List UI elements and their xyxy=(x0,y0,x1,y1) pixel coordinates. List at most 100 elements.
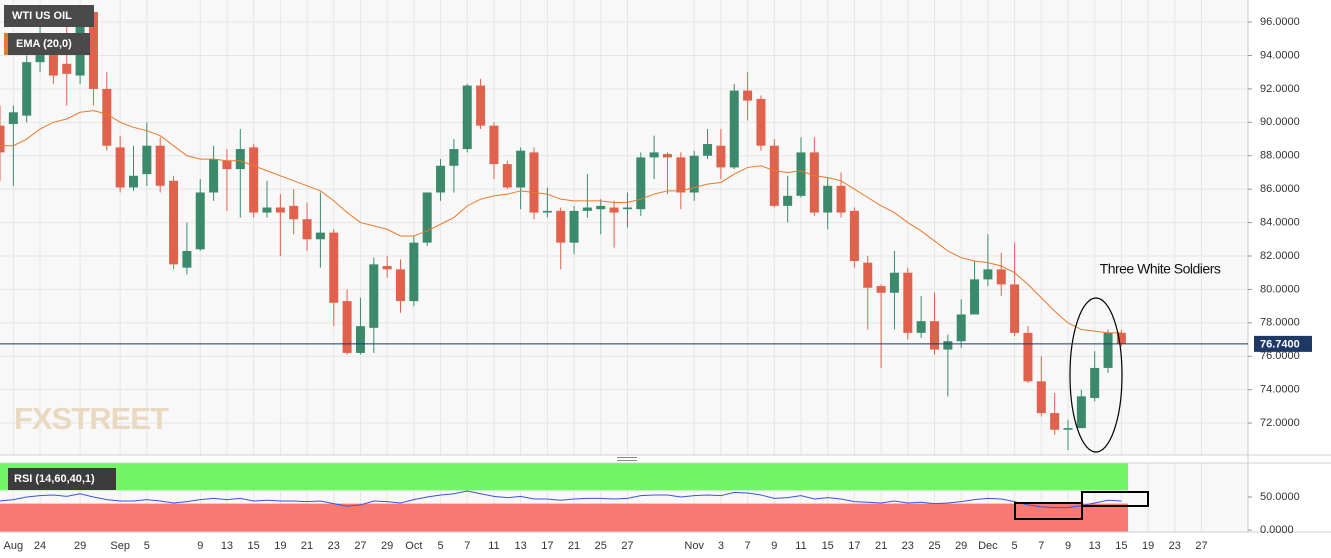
candle-body xyxy=(489,125,499,165)
candle-body xyxy=(1036,381,1046,414)
candle-body xyxy=(622,207,632,210)
x-tick-label: 25 xyxy=(928,540,940,552)
x-tick-label: 29 xyxy=(955,540,967,552)
candle-body xyxy=(1116,332,1126,344)
candle-body xyxy=(596,205,606,210)
x-tick-label: Sep xyxy=(110,540,130,552)
x-tick-label: 19 xyxy=(274,540,286,552)
rsi-upper-band xyxy=(0,463,1129,491)
candle-body xyxy=(142,145,152,175)
candle-body xyxy=(903,272,913,333)
candle-body xyxy=(983,269,993,280)
y-tick-label: 72.0000 xyxy=(1260,417,1300,429)
x-tick-label: 5 xyxy=(437,540,443,552)
last-price-label: 76.7400 xyxy=(1260,338,1300,350)
candle-body xyxy=(1063,428,1073,430)
y-tick-label: 80.0000 xyxy=(1260,283,1300,295)
candle-body xyxy=(716,145,726,168)
x-tick-label: Aug xyxy=(4,540,24,552)
candle-body xyxy=(636,157,646,210)
legend-label: RSI (14,60,40,1) xyxy=(14,473,95,485)
candle-body xyxy=(115,147,125,188)
candle-body xyxy=(729,90,739,168)
candle-body xyxy=(1076,396,1086,429)
candle-body xyxy=(48,40,58,76)
candle-body xyxy=(129,175,138,188)
x-tick-label: 17 xyxy=(541,540,553,552)
candle-body xyxy=(609,207,619,213)
candle-body xyxy=(422,192,432,243)
y-tick-label: 96.0000 xyxy=(1260,16,1300,28)
rsi-lower-band xyxy=(0,503,1129,532)
candle-body xyxy=(1103,332,1113,368)
candle-body xyxy=(649,152,659,158)
candle-body xyxy=(409,242,419,302)
candle-body xyxy=(783,195,793,206)
candle-body xyxy=(943,341,953,350)
x-tick-label: 11 xyxy=(488,540,499,552)
candle-body xyxy=(689,155,699,193)
legend-box[interactable] xyxy=(4,468,116,490)
candle-body xyxy=(849,210,859,262)
x-tick-label: 15 xyxy=(248,540,260,552)
candle-body xyxy=(569,210,579,243)
candle-body xyxy=(676,157,686,193)
candle-body xyxy=(302,219,312,240)
y-tick-label: 74.0000 xyxy=(1260,384,1300,396)
x-tick-label: 9 xyxy=(771,540,777,552)
candle-body xyxy=(182,250,192,268)
x-tick-label: 5 xyxy=(1012,540,1018,552)
candle-body xyxy=(876,286,886,293)
x-tick-label: 9 xyxy=(1065,540,1071,552)
candle-body xyxy=(703,144,713,156)
candle-body xyxy=(889,272,899,293)
x-tick-label: 15 xyxy=(822,540,834,552)
x-tick-label: 13 xyxy=(221,540,233,552)
candle-body xyxy=(582,207,592,211)
candle-body xyxy=(22,62,32,116)
annotation-text: Three White Soldiers xyxy=(1100,261,1221,277)
x-tick-label: 7 xyxy=(1038,540,1044,552)
candle-body xyxy=(315,232,325,240)
rsi-line xyxy=(0,490,1122,509)
x-tick-label: 23 xyxy=(902,540,914,552)
candle-body xyxy=(743,90,753,101)
candle-body xyxy=(249,147,259,213)
candle-body xyxy=(556,210,566,243)
x-tick-label: 23 xyxy=(1169,540,1181,552)
candle-body xyxy=(262,207,272,213)
x-tick-label: Nov xyxy=(684,540,704,552)
legend-box[interactable] xyxy=(4,33,90,55)
candle-body xyxy=(809,152,819,213)
legend-box[interactable] xyxy=(4,5,94,27)
x-tick-label: 13 xyxy=(515,540,527,552)
candle-body xyxy=(542,210,552,213)
candle-body xyxy=(916,321,926,333)
candle-body xyxy=(836,185,846,213)
candle-body xyxy=(289,205,299,220)
candle-body xyxy=(62,63,72,74)
legend-label: WTI US OIL xyxy=(12,10,72,22)
candle-body xyxy=(863,262,873,288)
y-tick-label: 86.0000 xyxy=(1260,183,1300,195)
x-tick-label: 5 xyxy=(144,540,150,552)
legend-swatch xyxy=(4,468,8,490)
x-tick-label: 13 xyxy=(1089,540,1101,552)
x-tick-label: 27 xyxy=(354,540,366,552)
x-tick-label: 21 xyxy=(568,540,580,552)
legend-swatch xyxy=(4,33,8,55)
x-tick-label: 24 xyxy=(34,540,46,552)
x-tick-label: 17 xyxy=(848,540,860,552)
candle-body xyxy=(529,152,539,213)
candle-body xyxy=(0,125,5,153)
candle-body xyxy=(1010,284,1020,333)
candle-body xyxy=(342,301,352,353)
candle-body xyxy=(663,154,672,158)
candle-body xyxy=(462,85,472,150)
candle-body xyxy=(195,192,205,250)
candle-body xyxy=(209,159,219,193)
candle-body xyxy=(502,164,512,188)
candle-body xyxy=(1050,413,1060,430)
x-tick-label: 27 xyxy=(621,540,633,552)
